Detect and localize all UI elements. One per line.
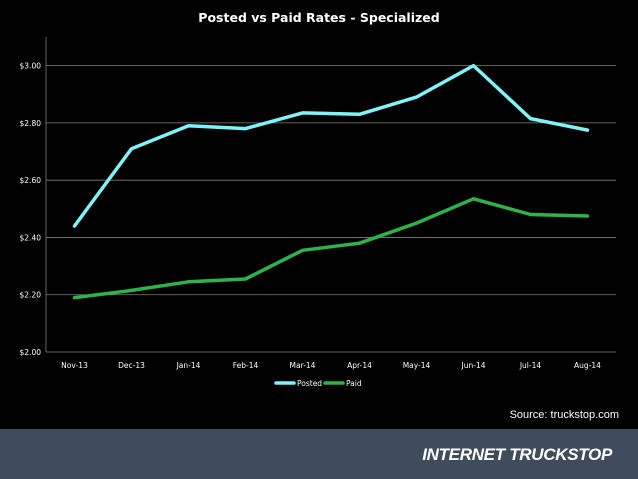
y-tick-label: $2.20 xyxy=(20,291,42,300)
series-line-paid xyxy=(72,197,590,300)
x-tick-label: Aug-14 xyxy=(574,361,601,370)
x-tick-label: May-14 xyxy=(403,361,431,370)
y-tick-label: $2.40 xyxy=(20,233,42,242)
chart-title: Posted vs Paid Rates - Specialized xyxy=(198,10,440,25)
series-lines xyxy=(72,63,590,300)
internet-truckstop-logo: INTERNET TRUCKSTOP xyxy=(422,445,612,464)
y-tick-label: $2.00 xyxy=(20,348,42,357)
legend: Posted Paid xyxy=(274,379,362,388)
x-tick-label: Apr-14 xyxy=(347,361,372,370)
source-note: Source: truckstop.com xyxy=(509,409,619,421)
x-tick-label: Jan-14 xyxy=(176,361,201,370)
x-tick-label: Feb-14 xyxy=(233,361,259,370)
legend-label-posted: Posted xyxy=(297,379,322,388)
x-tick-label: Jun-14 xyxy=(461,361,486,370)
y-tick-label: $3.00 xyxy=(20,62,42,71)
x-tick-labels: Nov-13 Dec-13 Jan-14 Feb-14 Mar-14 Apr-14 May-… xyxy=(61,361,601,370)
x-tick-label: Nov-13 xyxy=(61,361,88,370)
series-line-posted xyxy=(72,63,590,228)
footer-bar: INTERNET TRUCKSTOP xyxy=(0,429,638,479)
y-tick-label: $2.60 xyxy=(20,176,42,185)
x-tick-label: Jul-14 xyxy=(519,361,542,370)
gridlines xyxy=(46,65,616,296)
y-tick-labels: $2.00 $2.20 $2.40 $2.60 $2.80 $3.00 xyxy=(20,62,42,357)
y-tick-label: $2.80 xyxy=(20,119,42,128)
line-chart: $2.00 $2.20 $2.40 $2.60 $2.80 $3.00 Nov-13 Dec… xyxy=(20,37,616,388)
x-tick-label: Dec-13 xyxy=(118,361,145,370)
x-tick-label: Mar-14 xyxy=(290,361,316,370)
axes xyxy=(45,37,616,353)
legend-label-paid: Paid xyxy=(346,379,362,388)
